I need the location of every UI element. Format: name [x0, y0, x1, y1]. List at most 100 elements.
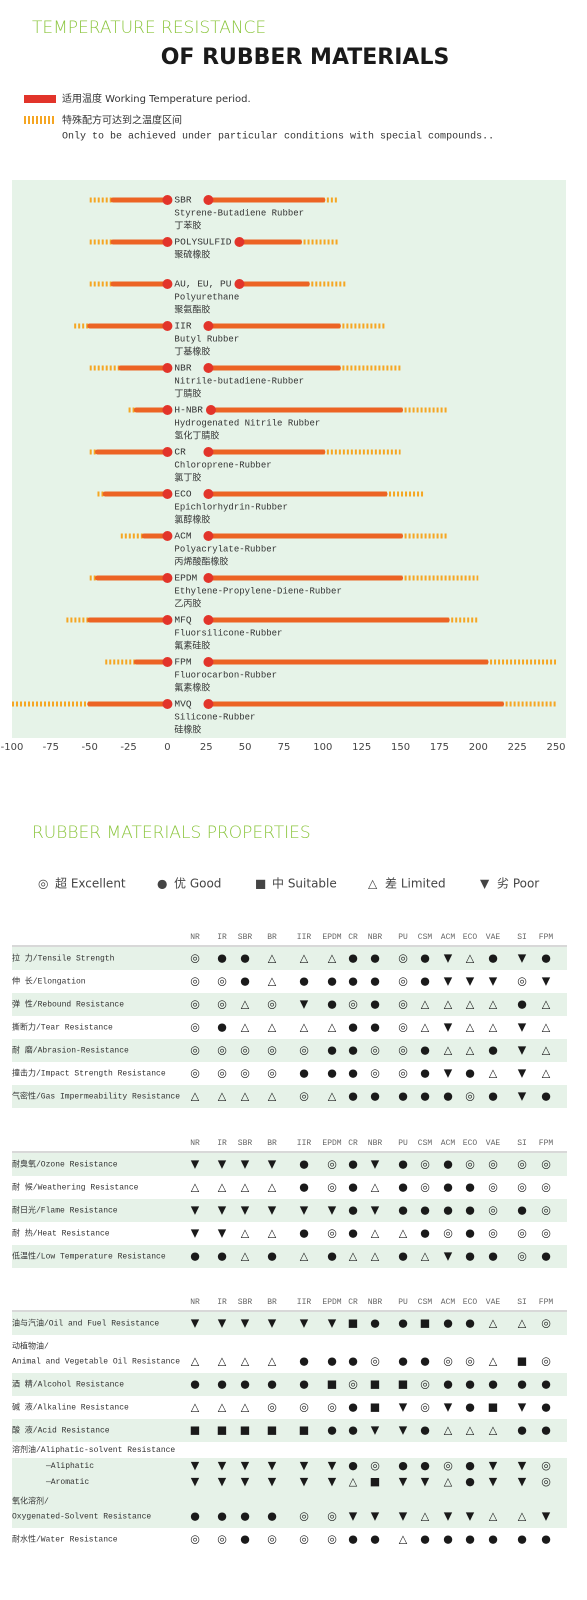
rating: ◎: [327, 1227, 337, 1240]
rating: ●: [348, 1158, 358, 1171]
rating: △: [444, 1424, 453, 1437]
rating: ●: [348, 1181, 358, 1194]
column-header: IIR: [297, 933, 312, 942]
row-label: 酸 液/Acid Resistance: [12, 1425, 110, 1436]
rating: ■: [240, 1424, 250, 1437]
rating: ▼: [218, 1475, 227, 1488]
rating: ◎: [488, 1158, 498, 1171]
rating: ▼: [444, 1250, 453, 1263]
rating: ●: [348, 1459, 358, 1472]
rating: ◎: [420, 1158, 430, 1171]
column-header: NR: [190, 1298, 200, 1307]
rating: ◎: [267, 998, 277, 1011]
rating: △: [241, 1355, 250, 1368]
rating: ●: [465, 1067, 475, 1080]
rating: △: [268, 1355, 277, 1368]
range-dot: [203, 657, 214, 667]
rating: △: [191, 1401, 200, 1414]
rating: △: [328, 952, 337, 965]
range-dot: [162, 699, 173, 709]
rating: ●: [370, 1533, 380, 1546]
rating: ●: [517, 1533, 527, 1546]
rating: ●: [240, 1533, 250, 1546]
rating: ■: [348, 1317, 358, 1330]
series-name: IIR: [174, 321, 191, 332]
series-name: CR: [174, 447, 186, 458]
rating: △: [466, 998, 475, 1011]
series-label: Silicone-Rubber: [174, 712, 255, 722]
rating: ●: [348, 1204, 358, 1217]
rating: ●: [517, 1204, 527, 1217]
rating: ●: [465, 1459, 475, 1472]
rating: ●: [465, 1204, 475, 1217]
range-dot: [162, 195, 173, 205]
row-label: 氧化溶剂/: [12, 1496, 49, 1507]
legend-label: 超 Excellent: [55, 876, 126, 891]
series-label: 硅橡胶: [174, 723, 201, 735]
rating: ◎: [541, 1459, 551, 1472]
column-header: FPM: [539, 1139, 554, 1148]
rating: ▼: [241, 1317, 250, 1330]
rating: ●: [398, 1158, 408, 1171]
rating: ●: [541, 1424, 551, 1437]
rating: ◎: [420, 1401, 430, 1414]
rating: ●: [370, 975, 380, 988]
rating: ●: [420, 1533, 430, 1546]
rating: ◎: [541, 1317, 551, 1330]
column-header: SI: [517, 933, 527, 942]
row-stripe: [12, 1458, 567, 1474]
rating: ▼: [399, 1475, 408, 1488]
rating: ●: [465, 1317, 475, 1330]
rating: ◎: [398, 1067, 408, 1080]
column-header: IR: [217, 1139, 227, 1148]
rating: ●: [190, 1378, 200, 1391]
rating: ◎: [370, 1355, 380, 1368]
column-header: EPDM: [322, 1139, 341, 1148]
rating: ▼: [444, 1510, 453, 1523]
legend-symbol: ◎: [38, 877, 48, 891]
rating: ●: [348, 952, 358, 965]
rating: ●: [327, 1355, 337, 1368]
row-stripe: [12, 1373, 567, 1396]
rating: ●: [443, 1181, 453, 1194]
series-name: POLYSULFID: [174, 237, 231, 248]
row-label: 酒 精/Alcohol Resistance: [12, 1379, 124, 1390]
rating: ◎: [267, 1401, 277, 1414]
rating: ●: [443, 1204, 453, 1217]
rating: △: [489, 1021, 498, 1034]
rating: ■: [217, 1424, 227, 1437]
rating: ●: [327, 1424, 337, 1437]
rating: ◎: [443, 1227, 453, 1240]
rating: ●: [443, 1533, 453, 1546]
rating: ●: [217, 1250, 227, 1263]
row-label: Oxygenated-Solvent Resistance: [12, 1513, 151, 1522]
rating: ■: [267, 1424, 277, 1437]
rating: ▼: [421, 1475, 430, 1488]
row-stripe: [12, 1085, 567, 1108]
column-header: BR: [267, 933, 277, 942]
series-label: 聚氨酯胶: [174, 303, 210, 315]
rating: △: [421, 1021, 430, 1034]
column-header: ECO: [463, 1298, 478, 1307]
series-label: Epichlorhydrin-Rubber: [174, 502, 287, 512]
range-dot: [162, 321, 173, 331]
rating: ▼: [218, 1204, 227, 1217]
rating: ●: [488, 1250, 498, 1263]
rating: △: [421, 998, 430, 1011]
row-label: Animal and Vegetable Oil Resistance: [12, 1358, 180, 1367]
column-header: NR: [190, 933, 200, 942]
rating: ▼: [542, 1510, 551, 1523]
range-dot: [162, 573, 173, 583]
rating: ▼: [518, 952, 527, 965]
rating: ▼: [191, 1227, 200, 1240]
row-stripe: [12, 1474, 567, 1490]
rating: ◎: [190, 952, 200, 965]
series-label: 聚硫橡胶: [174, 248, 210, 260]
row-label: 气密性/Gas Impermeability Resistance: [12, 1091, 180, 1102]
row-stripe: [12, 947, 567, 970]
rating: △: [542, 1044, 551, 1057]
range-dot: [162, 237, 173, 247]
rating: ◎: [370, 1067, 380, 1080]
rating: ◎: [267, 1044, 277, 1057]
column-header: FPM: [539, 1298, 554, 1307]
